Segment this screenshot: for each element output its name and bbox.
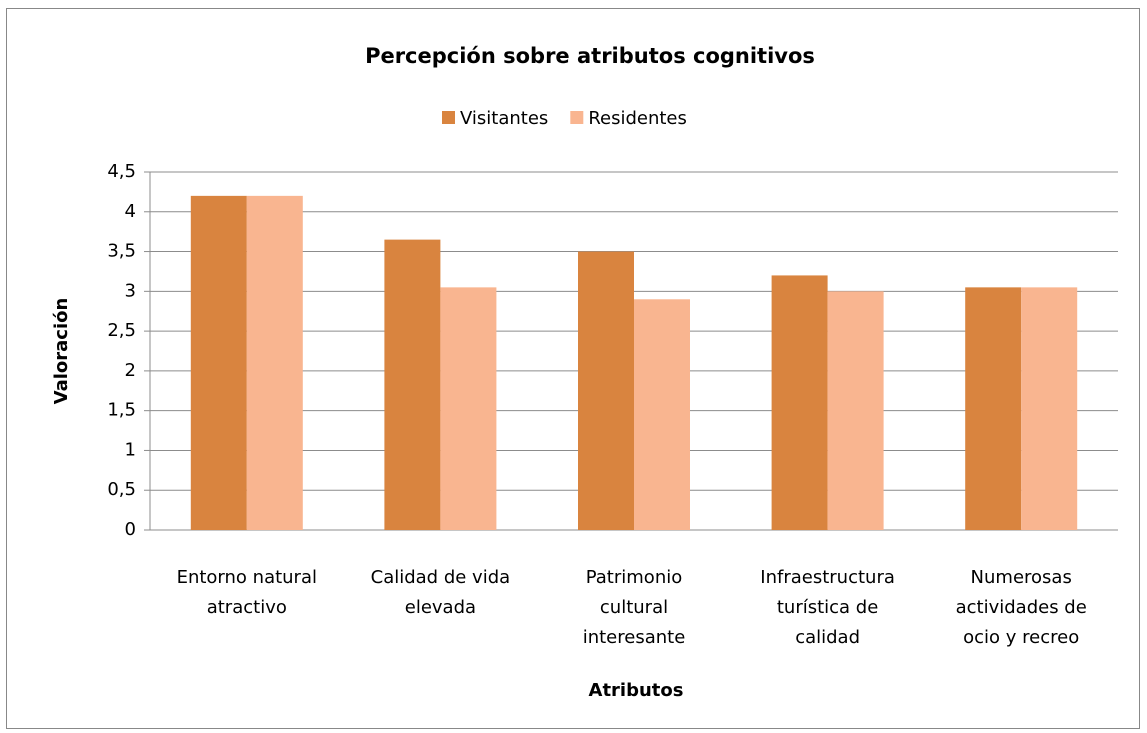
bar bbox=[771, 275, 828, 530]
y-tick-label: 3,5 bbox=[107, 241, 136, 262]
legend-label: Residentes bbox=[588, 108, 687, 129]
y-tick-label: 1 bbox=[125, 439, 136, 460]
legend-swatch bbox=[570, 111, 584, 124]
x-tick-label: Entorno natural atractivo bbox=[177, 567, 317, 618]
chart-title: Percepción sobre atributos cognitivos bbox=[365, 44, 815, 68]
y-tick-label: 4 bbox=[125, 201, 136, 222]
y-axis-title: Valoración bbox=[51, 298, 72, 405]
y-tick-label: 4,5 bbox=[107, 161, 136, 182]
y-tick-label: 0 bbox=[125, 519, 136, 540]
bar bbox=[246, 195, 303, 530]
y-tick-label: 3 bbox=[125, 280, 136, 301]
bar bbox=[965, 287, 1022, 530]
x-tick-label: Numerosas actividades de ocio y recreo bbox=[956, 567, 1087, 648]
legend-swatch bbox=[442, 111, 455, 124]
y-tick-label: 1,5 bbox=[107, 400, 136, 421]
bar bbox=[634, 299, 690, 530]
y-tick-label: 0,5 bbox=[107, 479, 136, 500]
bar bbox=[190, 195, 247, 530]
bar bbox=[384, 239, 441, 530]
y-tick-label: 2,5 bbox=[107, 320, 136, 341]
x-tick-label: Calidad de vida elevada bbox=[371, 567, 511, 618]
y-tick-label: 2 bbox=[125, 360, 136, 381]
bar bbox=[1021, 287, 1078, 530]
bar bbox=[440, 287, 497, 530]
x-tick-label: Patrimonio cultural interesante bbox=[583, 567, 686, 648]
bar bbox=[578, 251, 634, 531]
legend-label: Visitantes bbox=[460, 108, 548, 129]
bar bbox=[827, 291, 884, 530]
x-tick-label: Infraestructura turística de calidad bbox=[760, 567, 895, 648]
x-axis-title: Atributos bbox=[589, 680, 684, 701]
